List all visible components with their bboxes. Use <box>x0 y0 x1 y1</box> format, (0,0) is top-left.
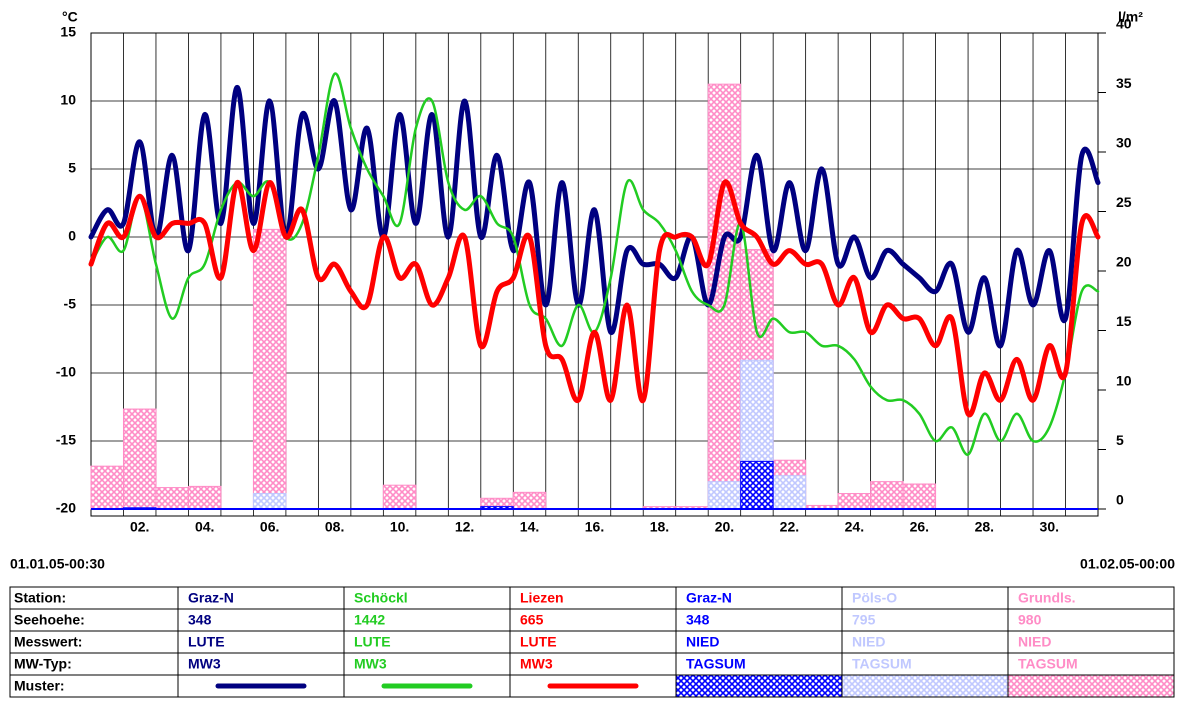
table-value: NIED <box>686 634 719 650</box>
station-name: Grundls. <box>1018 590 1076 606</box>
y-tick-label: -10 <box>56 364 76 380</box>
row-label: Station: <box>14 590 66 606</box>
x-tick-label: 20. <box>715 519 734 535</box>
table-value: MW3 <box>188 656 221 672</box>
bar <box>512 491 547 510</box>
y-tick-label: 5 <box>68 160 76 176</box>
y2-tick-label: 30 <box>1116 135 1132 151</box>
table-value: LUTE <box>188 634 225 650</box>
x-tick-label: 10. <box>390 519 409 535</box>
x-tick-label: 06. <box>260 519 279 535</box>
y2-tick-label: 0 <box>1116 492 1124 508</box>
bar <box>837 493 872 510</box>
table-cell <box>675 674 843 698</box>
table-value: NIED <box>852 634 885 650</box>
station-name: Liezen <box>520 590 564 606</box>
table-value: MW3 <box>354 656 387 672</box>
table-value: LUTE <box>354 634 391 650</box>
line-series <box>88 84 1101 349</box>
row-label: MW-Typ: <box>14 656 72 672</box>
y-tick-label: 0 <box>68 228 76 244</box>
x-tick-label: 30. <box>1040 519 1059 535</box>
y2-axis-label: l/m² <box>1118 9 1143 25</box>
x-tick-label: 28. <box>975 519 994 535</box>
y-axis-label: °C <box>62 9 78 25</box>
bar <box>740 460 774 510</box>
y2-tick-label: 40 <box>1116 16 1132 32</box>
y-tick-label: -20 <box>56 500 76 516</box>
station-name: Schöckl <box>354 590 408 606</box>
x-tick-label: 24. <box>845 519 864 535</box>
y-tick-label: -5 <box>64 296 77 312</box>
station-name: Pöls-O <box>852 590 897 606</box>
x-tick-label: 22. <box>780 519 799 535</box>
table-cell <box>841 674 1009 698</box>
bar <box>187 485 222 510</box>
y-tick-label: 15 <box>60 24 76 40</box>
station-name: Graz-N <box>188 590 234 606</box>
y2-tick-label: 20 <box>1116 254 1132 270</box>
y-tick-label: -15 <box>56 432 76 448</box>
bar <box>772 475 807 510</box>
start-label: 01.01.05-00:30 <box>10 556 105 572</box>
row-label: Messwert: <box>14 634 82 650</box>
x-tick-label: 14. <box>520 519 539 535</box>
bar <box>902 483 937 510</box>
y2-tick-label: 35 <box>1116 75 1132 91</box>
x-tick-label: 12. <box>455 519 474 535</box>
y-tick-label: 10 <box>60 92 76 108</box>
bar <box>382 484 417 510</box>
table-value: 348 <box>188 612 212 628</box>
y2-tick-label: 5 <box>1116 432 1124 448</box>
y2-tick-label: 25 <box>1116 194 1132 210</box>
bar <box>252 228 287 510</box>
y2-tick-label: 10 <box>1116 373 1132 389</box>
table-value: 795 <box>852 612 876 628</box>
row-label: Muster: <box>14 678 65 694</box>
bar <box>155 487 189 510</box>
row-label: Seehoehe: <box>14 612 85 628</box>
bar <box>707 481 742 510</box>
end-label: 01.02.05-00:00 <box>1080 556 1175 572</box>
x-tick-label: 16. <box>585 519 604 535</box>
table-value: TAGSUM <box>686 656 746 672</box>
y2-tick-label: 15 <box>1116 313 1132 329</box>
table-value: 348 <box>686 612 710 628</box>
x-tick-label: 18. <box>650 519 669 535</box>
x-tick-label: 02. <box>130 519 149 535</box>
bar <box>90 465 124 510</box>
table-value: 980 <box>1018 612 1042 628</box>
table-value: LUTE <box>520 634 557 650</box>
bar <box>252 493 287 510</box>
table-value: NIED <box>1018 634 1051 650</box>
x-tick-label: 04. <box>195 519 214 535</box>
bar <box>122 408 157 510</box>
station-name: Graz-N <box>686 590 732 606</box>
table-value: 665 <box>520 612 544 628</box>
table-value: TAGSUM <box>1018 656 1078 672</box>
x-tick-label: 26. <box>910 519 929 535</box>
line-series <box>88 179 1101 418</box>
bar <box>870 481 904 510</box>
table-value: TAGSUM <box>852 656 912 672</box>
x-tick-label: 08. <box>325 519 344 535</box>
table-value: MW3 <box>520 656 553 672</box>
table-cell <box>1007 674 1175 698</box>
table-value: 1442 <box>354 612 385 628</box>
